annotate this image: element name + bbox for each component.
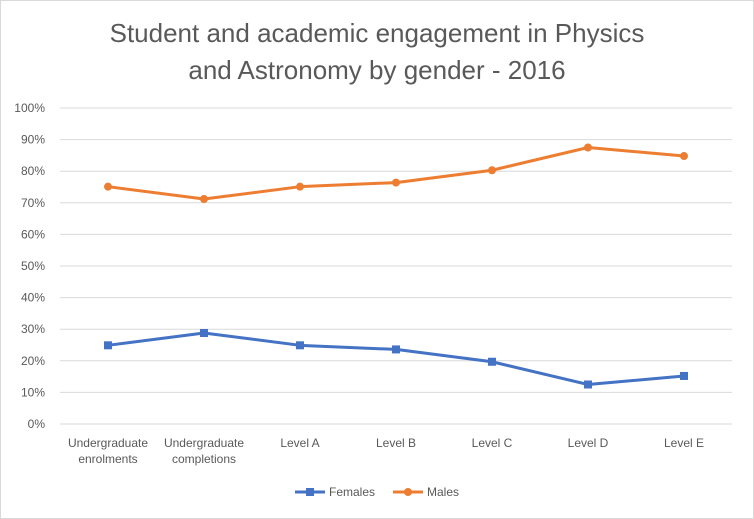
data-point-males: [104, 182, 112, 191]
y-tick-label: 0%: [28, 417, 46, 431]
data-point-males: [200, 195, 208, 204]
y-tick-label: 30%: [21, 322, 45, 336]
y-tick-label: 50%: [21, 259, 45, 273]
chart-title-line-1: Student and academic engagement in Physi…: [109, 18, 645, 48]
legend-item-females: Females: [294, 485, 375, 499]
series-line-males: [107, 146, 685, 201]
y-tick-label: 90%: [21, 133, 45, 147]
legend-item-males: Males: [393, 485, 459, 499]
data-point-males: [680, 152, 688, 161]
y-tick-label: 80%: [21, 164, 45, 178]
data-point-males: [296, 182, 304, 191]
series-line-females: [107, 331, 685, 386]
x-tick-label: Level E: [664, 436, 704, 450]
x-tick-label: Level C: [472, 436, 513, 450]
x-tick-label: completions: [172, 452, 236, 466]
x-tick-label: Level B: [376, 436, 416, 450]
y-tick-label: 100%: [14, 101, 45, 115]
x-tick-label: Level A: [280, 436, 319, 450]
chart-title-line-2: and Astronomy by gender - 2016: [188, 55, 566, 85]
y-tick-label: 40%: [21, 291, 45, 305]
data-point-females: [392, 345, 400, 354]
legend-marker-icon: [393, 488, 423, 496]
legend-label: Females: [328, 485, 375, 499]
data-point-females: [488, 357, 496, 366]
x-tick-label: enrolments: [78, 452, 137, 466]
legend: Females Males: [1, 485, 753, 499]
data-point-females: [296, 341, 304, 350]
data-point-females: [200, 328, 208, 337]
data-point-males: [392, 178, 400, 187]
y-tick-label: 70%: [21, 196, 45, 210]
y-tick-label: 20%: [21, 354, 45, 368]
chart-title: Student and academic engagement in Physi…: [1, 15, 753, 89]
x-tick-label: Undergraduate: [164, 436, 244, 450]
x-tick-label: Undergraduate: [68, 436, 148, 450]
x-tick-label: Level D: [568, 436, 609, 450]
data-point-males: [584, 143, 592, 152]
data-point-females: [680, 371, 688, 380]
y-tick-label: 60%: [21, 227, 45, 241]
legend-marker-icon: [294, 488, 325, 496]
legend-label: Males: [427, 485, 460, 499]
data-point-females: [584, 380, 592, 389]
data-point-males: [488, 166, 496, 175]
data-point-females: [104, 341, 112, 350]
y-tick-label: 10%: [21, 385, 45, 399]
